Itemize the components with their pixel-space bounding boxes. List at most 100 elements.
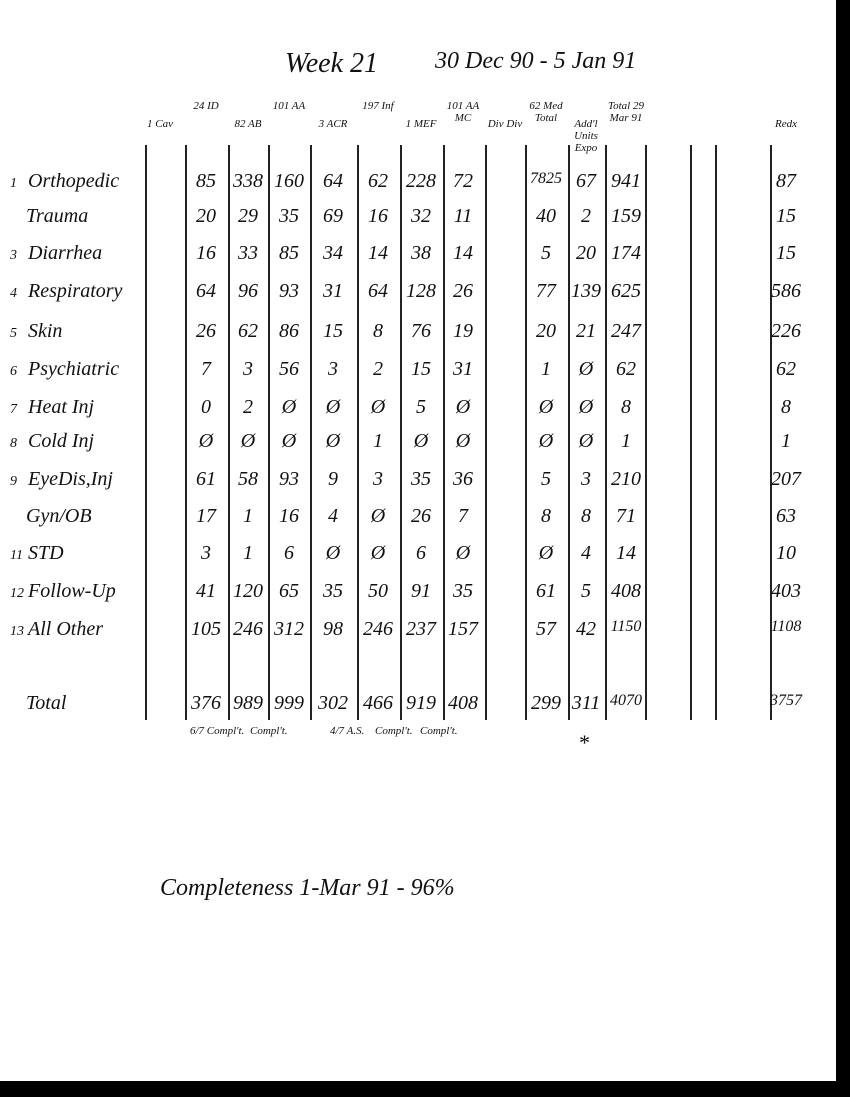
cell: 72: [453, 170, 473, 192]
cell: Ø: [325, 430, 341, 452]
column-rule: [485, 145, 487, 720]
cell: 41: [196, 580, 216, 602]
cell: Ø: [455, 430, 471, 452]
cell: 15: [323, 320, 343, 342]
column-rule: [770, 145, 772, 720]
cell: 4: [581, 542, 591, 564]
cell: 5: [416, 396, 426, 418]
cell: 69: [323, 205, 343, 227]
cell: 247: [611, 320, 641, 342]
cell: 7: [458, 505, 468, 527]
cell: 1: [243, 542, 253, 564]
cell: Ø: [578, 430, 594, 452]
cell: 50: [368, 580, 388, 602]
cell: 15: [776, 205, 796, 227]
cell: 87: [776, 170, 796, 192]
cell: 67: [576, 170, 596, 192]
cell: 139: [571, 280, 601, 302]
row-number: 5: [10, 326, 17, 341]
row-label: Cold Inj: [28, 430, 95, 452]
column-header: 1 MEF: [405, 118, 437, 130]
cell: 31: [453, 358, 473, 380]
cell: 62: [368, 170, 388, 192]
cell: 210: [611, 468, 641, 490]
column-rule: [268, 145, 270, 720]
cell: 21: [576, 320, 596, 342]
footer: Completeness 1-Mar 91 - 96%: [160, 875, 455, 901]
cell: 0: [201, 396, 211, 418]
cell: 91: [411, 580, 431, 602]
cell: 19: [453, 320, 473, 342]
cell: Ø: [578, 396, 594, 418]
cell: 376: [191, 692, 221, 714]
cell: 1: [373, 430, 383, 452]
cell: 15: [776, 242, 796, 264]
cell: Ø: [325, 542, 341, 564]
cell: 35: [453, 580, 473, 602]
column-header: 82 AB: [234, 118, 262, 130]
cell: Ø: [240, 430, 256, 452]
cell: Ø: [538, 396, 554, 418]
row-label: Diarrhea: [28, 242, 103, 264]
column-header: Redx: [775, 118, 797, 130]
row-number: 7: [10, 402, 17, 417]
cell: 7: [201, 358, 211, 380]
cell: 33: [238, 242, 258, 264]
cell: 105: [191, 618, 221, 640]
column-rule: [645, 145, 647, 720]
row-label: STD: [28, 542, 64, 564]
cell: 3: [201, 542, 211, 564]
cell: 93: [279, 468, 299, 490]
cell: 989: [233, 692, 263, 714]
row-number: 6: [10, 364, 17, 379]
cell: 61: [536, 580, 556, 602]
row-label: Respiratory: [28, 280, 123, 302]
column-header: 101 AA: [272, 100, 306, 112]
column-rule: [228, 145, 230, 720]
cell: 174: [611, 242, 641, 264]
column-rule: [357, 145, 359, 720]
row-label: Trauma: [26, 205, 89, 227]
cell: 36: [453, 468, 473, 490]
cell: 93: [279, 280, 299, 302]
column-header: 62 Med Total: [529, 100, 563, 124]
cell: 57: [536, 618, 556, 640]
cell: 64: [368, 280, 388, 302]
cell: 85: [279, 242, 299, 264]
column-header: 101 AA MC: [446, 100, 480, 124]
cell: 6: [284, 542, 294, 564]
cell: 26: [453, 280, 473, 302]
cell: 157: [448, 618, 478, 640]
column-rule: [690, 145, 692, 720]
cell: 11: [453, 205, 473, 227]
cell: 16: [279, 505, 299, 527]
note: 4/7 A.S.: [330, 725, 365, 737]
cell: 34: [323, 242, 343, 264]
cell: 71: [616, 505, 636, 527]
cell: 8: [541, 505, 551, 527]
column-header: 24 ID: [193, 100, 219, 112]
column-header: Div Div: [487, 118, 523, 130]
cell: 408: [611, 580, 641, 602]
note: Compl't.: [250, 725, 288, 737]
cell: 20: [576, 242, 596, 264]
cell: 17: [196, 505, 216, 527]
row-number: 12: [10, 586, 24, 601]
cell: 999: [274, 692, 304, 714]
cell: 4070: [610, 692, 642, 709]
cell: 8: [581, 505, 591, 527]
cell: 625: [611, 280, 641, 302]
cell: 228: [406, 170, 436, 192]
cell: 2: [581, 205, 591, 227]
row-label: Psychiatric: [28, 358, 120, 380]
cell: 77: [536, 280, 556, 302]
cell: 586: [771, 280, 801, 302]
row-number: 1: [10, 176, 17, 191]
cell: 64: [323, 170, 343, 192]
cell: 246: [363, 618, 393, 640]
cell: 2: [373, 358, 383, 380]
cell: 5: [581, 580, 591, 602]
cell: 226: [771, 320, 801, 342]
cell: 62: [776, 358, 796, 380]
